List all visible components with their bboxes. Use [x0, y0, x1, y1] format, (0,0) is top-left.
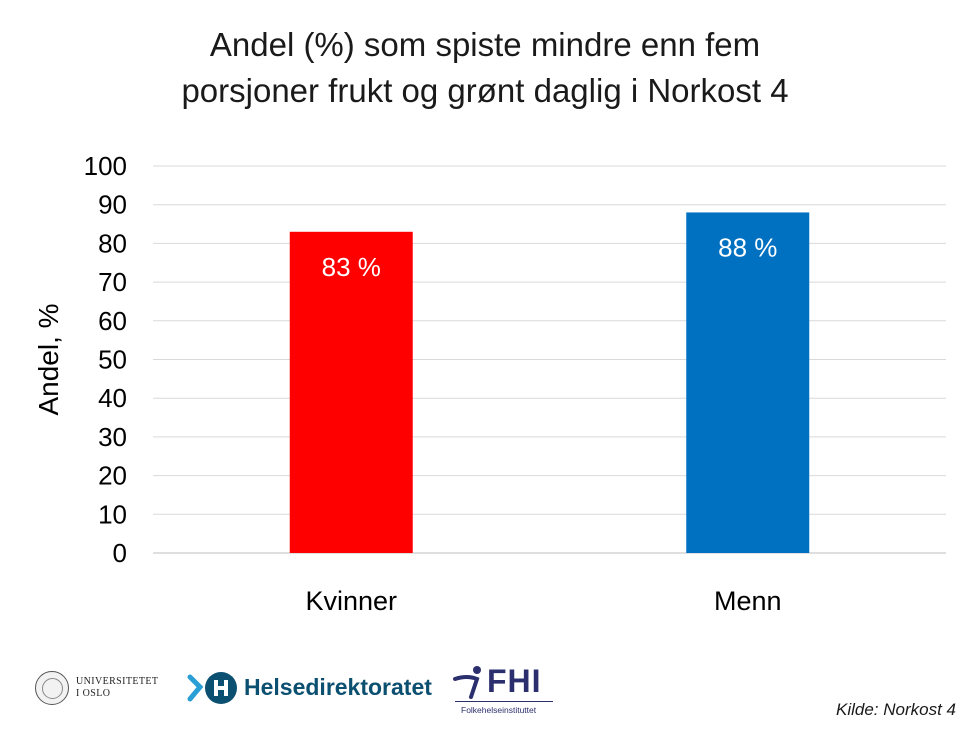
bar-kvinner: [289, 231, 413, 554]
x-tick-label: Menn: [714, 586, 782, 616]
y-tick-label: 0: [113, 538, 127, 568]
y-tick-label: 10: [98, 499, 127, 529]
uio-line-1: UNIVERSITETET: [76, 676, 159, 687]
fhi-wordmark: FHI: [487, 663, 542, 699]
fhi-subtitle: Folkehelseinstituttet: [461, 705, 537, 715]
helsedirektoratet-icon: [187, 672, 237, 704]
uio-line-2: I OSLO: [76, 688, 111, 699]
footer: UNIVERSITETET I OSLO Helsedirektoratet F…: [0, 655, 970, 729]
source-note: Kilde: Norkost 4: [836, 700, 956, 719]
x-tick-label: Kvinner: [305, 586, 397, 616]
y-tick-label: 50: [98, 345, 127, 375]
data-label: 88 %: [718, 232, 777, 262]
bar-chart: 0 10 20 30 40 50 60 70 80 90 100 83 % Kvinner 88 % Men…: [33, 151, 946, 616]
chart-title-line-1: Andel (%) som spiste mindre enn fem: [209, 26, 761, 63]
helsedirektoratet-logo: Helsedirektoratet: [186, 669, 446, 709]
y-tick-label: 60: [98, 306, 127, 336]
y-axis-label: Andel, %: [33, 303, 64, 415]
y-tick-label: 40: [98, 383, 127, 413]
uio-wordmark: UNIVERSITETET I OSLO: [76, 676, 158, 700]
y-tick-label: 80: [98, 228, 127, 258]
fhi-divider: [455, 701, 553, 702]
y-tick-label: 30: [98, 422, 127, 452]
helsedirektoratet-wordmark: Helsedirektoratet: [244, 674, 432, 700]
data-label: 83 %: [322, 252, 381, 282]
chart-title-line-2: porsjoner frukt og grønt daglig i Norkos…: [181, 72, 789, 109]
bar-menn: [686, 212, 810, 553]
y-tick-label: 90: [98, 190, 127, 220]
y-tick-label: 70: [98, 267, 127, 297]
y-tick-label: 100: [84, 151, 127, 181]
y-tick-label: 20: [98, 461, 127, 491]
uio-logo: UNIVERSITETET I OSLO: [35, 671, 175, 711]
fhi-figure-icon: [453, 666, 481, 699]
chart-title: Andel (%) som spiste mindre enn fem pors…: [0, 22, 970, 114]
uio-seal-icon: [35, 671, 69, 705]
fhi-logo: FHI Folkehelseinstituttet: [451, 661, 561, 721]
